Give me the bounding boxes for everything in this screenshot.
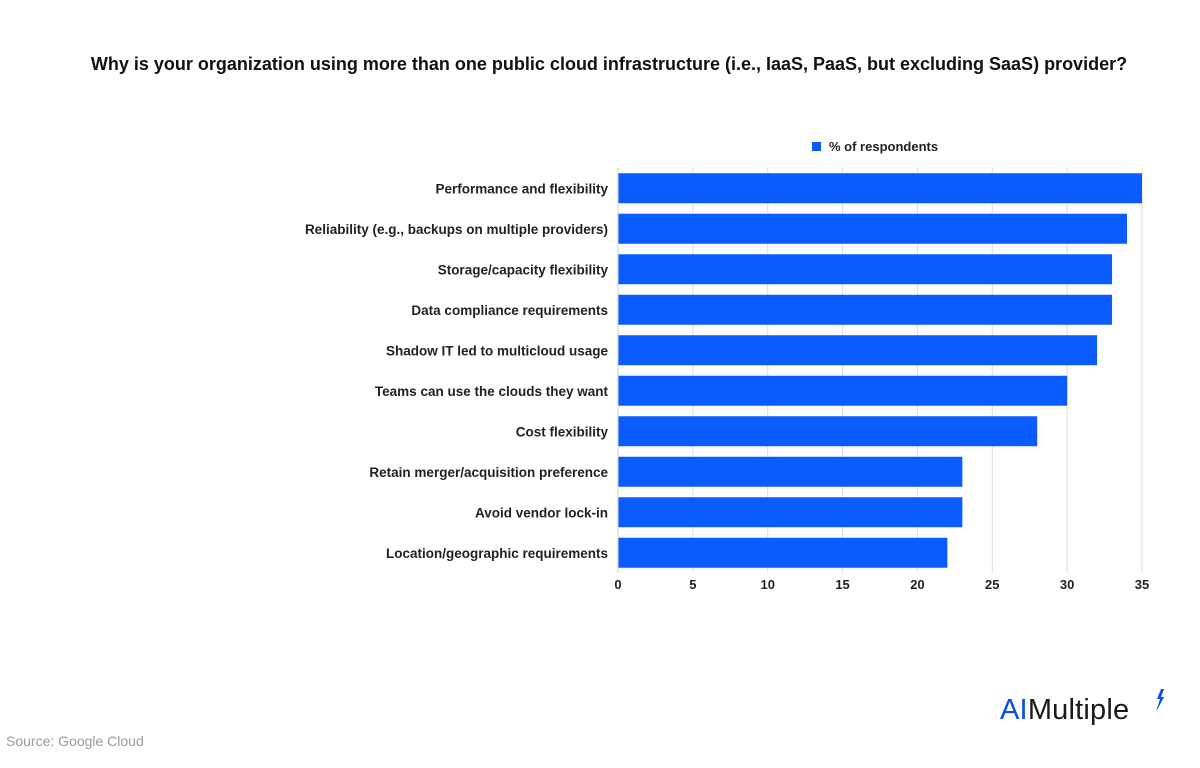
chart-title: Why is your organization using more than…	[90, 54, 1128, 74]
x-tick-label: 30	[1060, 577, 1074, 592]
category-label: Avoid vendor lock-in	[475, 505, 608, 520]
bar	[618, 537, 948, 568]
category-label: Shadow IT led to multicloud usage	[386, 343, 609, 358]
brand-logo: AIMultiple	[1000, 689, 1164, 727]
category-label: Reliability (e.g., backups on multiple p…	[305, 222, 608, 237]
bar	[618, 335, 1098, 366]
x-tick-label: 15	[835, 577, 849, 592]
brand-mark-icon	[1156, 689, 1164, 712]
category-label: Cost flexibility	[516, 424, 609, 439]
legend-swatch	[812, 142, 821, 151]
category-label: Teams can use the clouds they want	[375, 384, 609, 399]
bar	[618, 213, 1128, 244]
x-tick-label: 0	[614, 577, 621, 592]
bar	[618, 294, 1113, 325]
bar	[618, 375, 1068, 406]
brand-logo-ai: AI	[1000, 694, 1028, 726]
bar	[618, 173, 1142, 204]
legend-label: % of respondents	[829, 139, 938, 154]
x-tick-label: 35	[1135, 577, 1149, 592]
legend: % of respondents	[812, 139, 938, 154]
brand-logo-text: Multiple	[1027, 694, 1130, 726]
bar	[618, 456, 963, 487]
category-label: Data compliance requirements	[411, 303, 608, 318]
x-tick-label: 10	[760, 577, 774, 592]
x-tick-label: 5	[689, 577, 696, 592]
category-label: Storage/capacity flexibility	[438, 262, 609, 277]
source-note: Source: Google Cloud	[6, 733, 144, 749]
bar	[618, 497, 963, 528]
category-labels: Performance and flexibility Reliability (…	[305, 181, 609, 561]
x-tick-label: 25	[985, 577, 999, 592]
bar	[618, 254, 1113, 285]
x-tick-label: 20	[910, 577, 924, 592]
bar	[618, 416, 1038, 447]
category-label: Retain merger/acquisition preference	[369, 465, 608, 480]
category-label: Location/geographic requirements	[386, 546, 608, 561]
bars	[618, 173, 1142, 568]
x-axis-ticks: 0 5 10 15 20 25 30 35	[614, 577, 1149, 592]
category-label: Performance and flexibility	[435, 181, 608, 196]
